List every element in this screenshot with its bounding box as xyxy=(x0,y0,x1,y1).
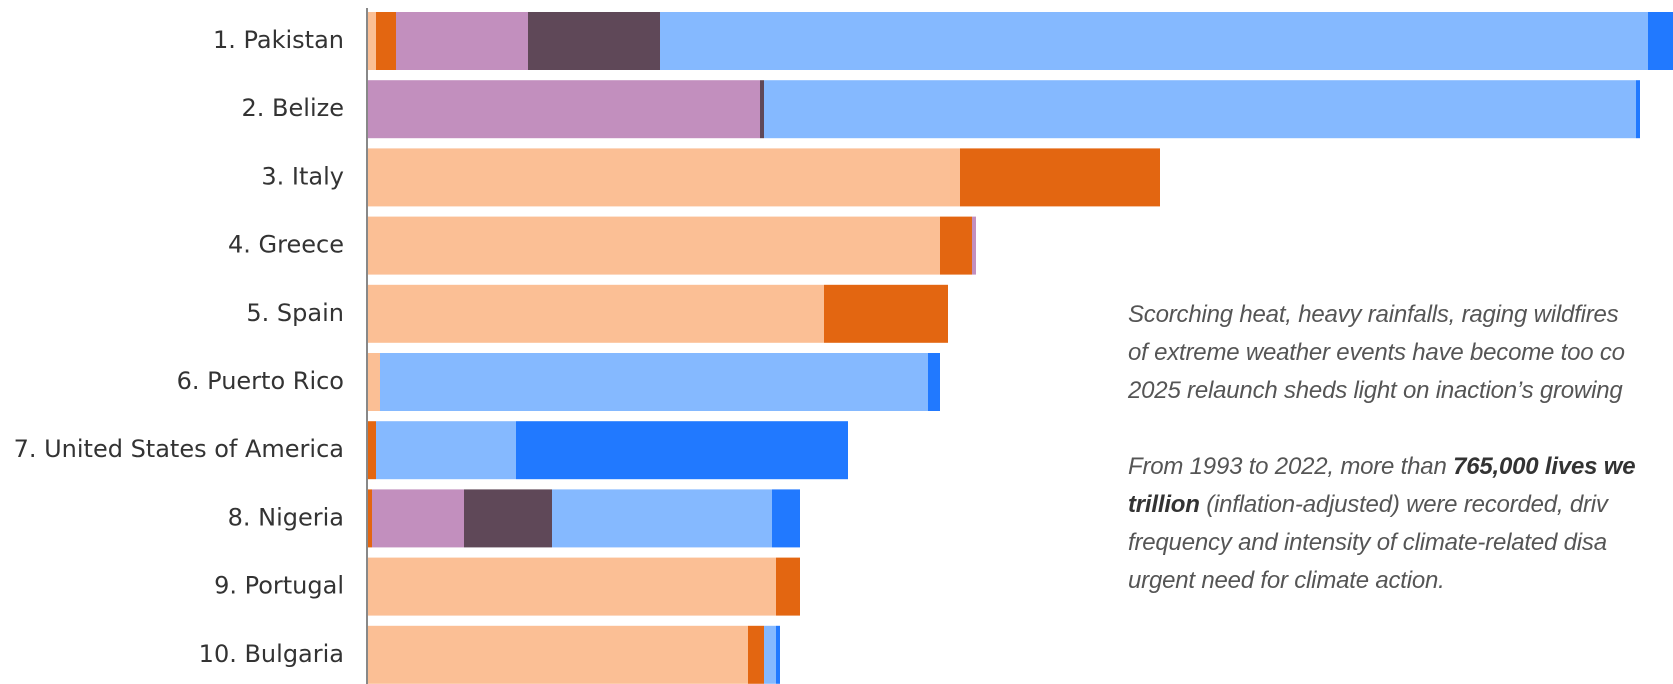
bar-segment xyxy=(376,12,396,70)
bar-segment xyxy=(368,625,748,684)
category-label: 5. Spain xyxy=(246,299,344,327)
category-label: 6. Puerto Rico xyxy=(177,367,344,395)
annotation-line: urgent need for climate action. xyxy=(1128,562,1673,600)
category-label: 10. Bulgaria xyxy=(199,640,344,668)
category-label: 3. Italy xyxy=(261,162,344,190)
category-label: 1. Pakistan xyxy=(213,26,344,54)
bar-segment xyxy=(372,489,464,548)
bar-segment xyxy=(368,557,776,616)
annotation-p2-bold-trillion: trillion xyxy=(1128,491,1200,518)
bar-segment xyxy=(368,12,376,70)
bar-segment xyxy=(764,80,1636,139)
annotation-p2-text-2: (inflation-adjusted) were recorded, driv xyxy=(1199,491,1608,518)
bar-segment xyxy=(972,216,976,275)
annotation-line: frequency and intensity of climate-relat… xyxy=(1128,524,1673,562)
annotation-line-3: 2025 relaunch sheds light on inaction’s … xyxy=(1128,377,1623,404)
annotation-line: From 1993 to 2022, more than 765,000 liv… xyxy=(1128,448,1673,486)
bar-segment xyxy=(776,625,780,684)
category-label: 2. Belize xyxy=(242,94,344,122)
bar-segment xyxy=(368,421,376,480)
bar-segment xyxy=(368,80,760,139)
bar-segment xyxy=(516,421,848,480)
bar-segment xyxy=(368,216,940,275)
bar-segment xyxy=(764,625,776,684)
annotation-line-2: of extreme weather events have become to… xyxy=(1128,339,1625,366)
annotation-p2-bold-lives: 765,000 lives we xyxy=(1453,453,1636,480)
annotation-line: Scorching heat, heavy rainfalls, raging … xyxy=(1128,296,1673,334)
bar-segment xyxy=(824,284,948,343)
bar-segment xyxy=(748,625,764,684)
annotation-text: Scorching heat, heavy rainfalls, raging … xyxy=(1128,296,1673,600)
bar-segment xyxy=(940,216,972,275)
annotation-p2-line-4: urgent need for climate action. xyxy=(1128,567,1445,594)
category-label: 8. Nigeria xyxy=(228,503,344,531)
bar-group xyxy=(368,12,1673,684)
bar-segment xyxy=(1636,80,1640,139)
category-label: 4. Greece xyxy=(228,231,344,259)
bar-segment xyxy=(760,80,764,139)
bar-segment xyxy=(368,284,824,343)
bar-segment xyxy=(528,12,660,70)
bar-segment xyxy=(380,353,928,411)
category-labels: 1. Pakistan 2. Belize 3. Italy 4. Greece 5. … xyxy=(14,26,344,668)
bar-segment xyxy=(1648,12,1673,70)
annotation-line: of extreme weather events have become to… xyxy=(1128,334,1673,372)
bar-segment xyxy=(960,148,1160,207)
annotation-line: 2025 relaunch sheds light on inaction’s … xyxy=(1128,372,1673,410)
bar-segment xyxy=(928,353,940,411)
bar-segment xyxy=(396,12,528,70)
bar-segment xyxy=(776,557,800,616)
category-label: 7. United States of America xyxy=(14,435,344,463)
bar-segment xyxy=(376,421,516,480)
annotation-p2-line-3: frequency and intensity of climate-relat… xyxy=(1128,529,1607,556)
bar-segment xyxy=(552,489,772,548)
bar-segment xyxy=(660,12,1648,70)
annotation-line-1: Scorching heat, heavy rainfalls, raging … xyxy=(1128,301,1619,328)
bar-segment xyxy=(772,489,800,548)
bar-segment xyxy=(368,148,960,207)
bar-segment xyxy=(464,489,552,548)
category-label: 9. Portugal xyxy=(214,572,344,600)
annotation-line: trillion (inflation-adjusted) were recor… xyxy=(1128,486,1673,524)
annotation-p2-text: From 1993 to 2022, more than xyxy=(1128,453,1454,480)
bar-segment xyxy=(368,489,372,548)
bar-segment xyxy=(368,353,380,411)
